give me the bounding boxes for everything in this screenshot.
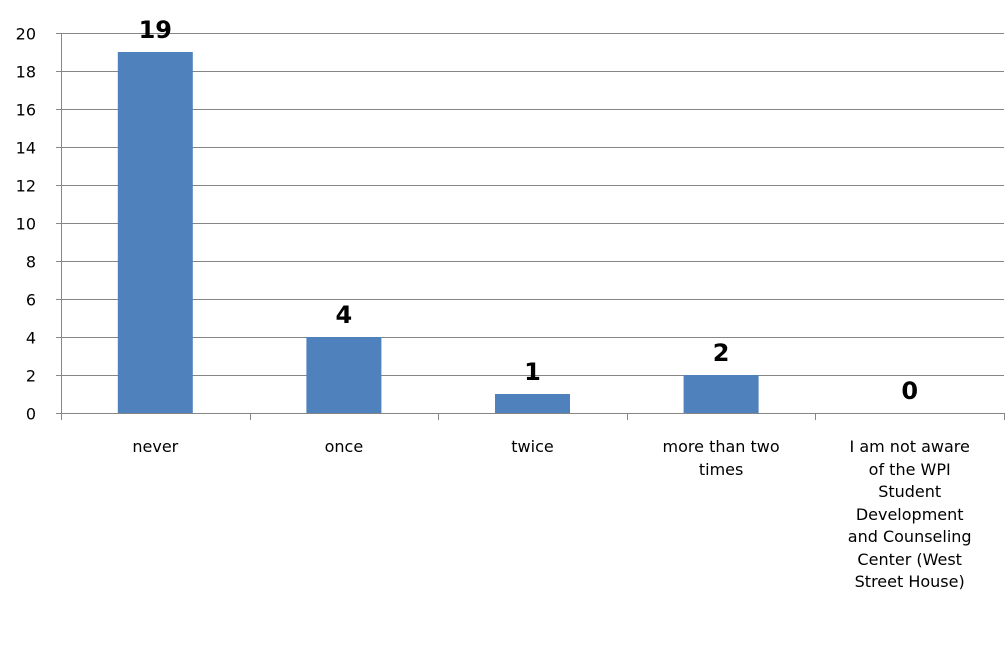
category-label-line: Student — [878, 482, 942, 501]
category-label-line: twice — [511, 437, 554, 456]
category-label-line: times — [698, 459, 744, 479]
y-tick-label: 10 — [16, 215, 36, 234]
y-axis-tick-labels: 0 2 4 6 8 10 12 14 16 18 20 — [16, 25, 36, 424]
bar-0 — [117, 52, 193, 413]
category-label-line: of the WPI — [868, 459, 951, 479]
y-tick-label: 8 — [26, 253, 36, 272]
category-label-2: twice — [443, 436, 623, 459]
category-label-4: I am not aware of the WPI Student Developme… — [820, 436, 1000, 594]
data-label-1: 4 — [336, 301, 353, 329]
category-label-1: once — [254, 436, 434, 459]
category-label-0: never — [65, 436, 245, 459]
y-tick-label: 14 — [16, 139, 36, 158]
bar-2 — [495, 394, 570, 413]
bar-1 — [306, 337, 382, 413]
category-label-line: and Counseling — [847, 527, 972, 546]
data-label-0: 19 — [139, 16, 172, 44]
y-tick-label: 4 — [26, 329, 36, 348]
y-tick-label: 2 — [26, 367, 36, 386]
y-tick-label: 6 — [26, 291, 36, 310]
category-label-3: more than two times — [631, 436, 811, 481]
y-tick-label: 18 — [16, 63, 36, 82]
category-label-line: once — [324, 437, 364, 456]
category-label-line: Street House) — [854, 572, 965, 591]
y-tick-label: 0 — [26, 405, 36, 424]
category-label-line: Center (West — [857, 549, 962, 569]
gridlines — [61, 33, 1004, 376]
bars — [117, 52, 759, 413]
bar-3 — [683, 375, 759, 413]
data-label-2: 1 — [524, 358, 541, 386]
data-label-3: 2 — [713, 339, 730, 367]
category-label-line: Development — [855, 504, 964, 524]
data-labels: 19 4 1 2 0 — [139, 16, 918, 405]
y-tick-label: 20 — [16, 25, 36, 44]
y-tick-label: 12 — [16, 177, 36, 196]
category-label-line: never — [132, 437, 179, 456]
y-tick-label: 16 — [16, 101, 36, 120]
data-label-4: 0 — [901, 377, 918, 405]
category-label-line: more than two — [662, 437, 780, 456]
category-label-line: I am not aware — [849, 437, 970, 456]
